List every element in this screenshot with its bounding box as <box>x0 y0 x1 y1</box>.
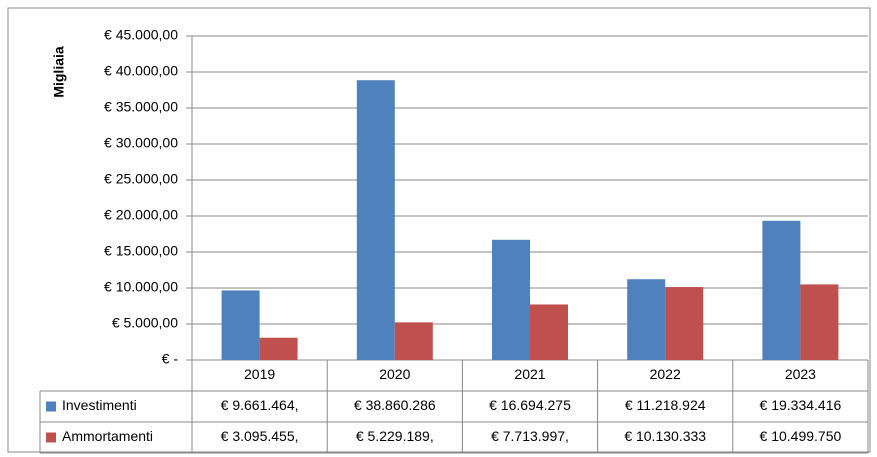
x-tick-label: 2021 <box>514 366 545 382</box>
x-tick-label: 2022 <box>650 366 681 382</box>
x-tick-label: 2020 <box>379 366 410 382</box>
x-tick-label: 2019 <box>244 366 275 382</box>
bar <box>492 239 530 360</box>
table-value: € 11.218.924 <box>625 397 706 413</box>
y-tick-label: € 25.000,00 <box>104 171 178 187</box>
table-value: € 7.713.997, <box>491 428 569 444</box>
bar <box>762 220 801 360</box>
y-tick-label: € 5.000,00 <box>112 315 178 331</box>
table-value: € 19.334.416 <box>760 397 842 413</box>
table-value: € 16.694.275 <box>489 397 571 413</box>
y-tick-label: € 30.000,00 <box>104 135 178 151</box>
table-value: € 3.095.455, <box>221 428 299 444</box>
y-tick-label: € 40.000,00 <box>104 63 178 79</box>
y-tick-label: € - <box>162 351 179 367</box>
bar <box>665 287 704 360</box>
y-tick-label: € 15.000,00 <box>104 243 178 259</box>
table-value: € 10.499.750 <box>760 428 842 444</box>
y-tick-label: € 20.000,00 <box>104 207 178 223</box>
table-value: € 38.860.286 <box>354 397 436 413</box>
legend-swatch <box>46 432 56 443</box>
y-tick-label: € 35.000,00 <box>104 99 178 115</box>
bar <box>394 322 433 360</box>
y-tick-label: € 10.000,00 <box>104 279 178 295</box>
legend-swatch <box>46 401 56 412</box>
x-tick-label: 2023 <box>785 366 816 382</box>
bar <box>259 337 298 360</box>
table-value: € 9.661.464, <box>221 397 299 413</box>
bar <box>627 279 666 360</box>
bar <box>800 284 839 360</box>
legend-label: Investimenti <box>62 397 137 413</box>
legend-label: Ammortamenti <box>62 428 153 444</box>
bar <box>530 304 568 360</box>
bar <box>356 80 395 361</box>
bar <box>221 290 260 360</box>
table-value: € 5.229.189, <box>356 428 434 444</box>
table-value: € 10.130.333 <box>624 428 706 444</box>
chart-border <box>7 7 871 453</box>
y-tick-label: € 45.000,00 <box>104 27 178 43</box>
y-axis-title: Migliaia <box>51 46 67 98</box>
